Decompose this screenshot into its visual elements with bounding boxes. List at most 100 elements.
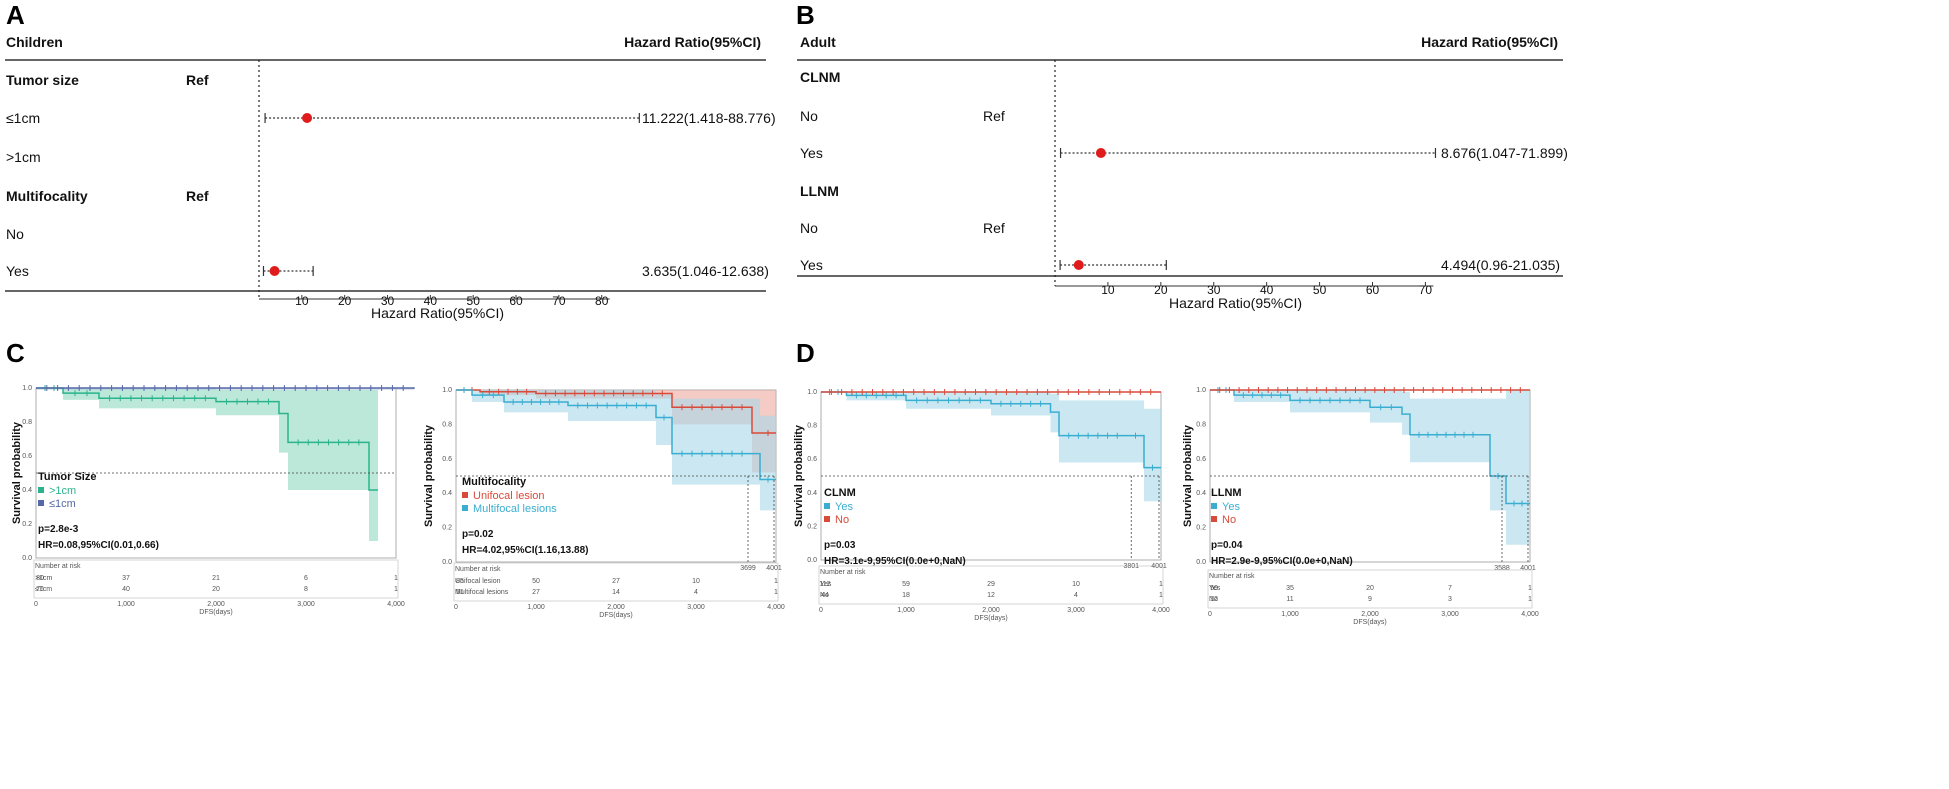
- panel-label-b: B: [796, 0, 815, 30]
- km-y-tick-label: 1.0: [1196, 387, 1206, 394]
- km-risk-count: 51: [456, 589, 464, 596]
- forest-x-tick-label: 30: [1207, 283, 1221, 297]
- km-risk-count: 27: [532, 589, 540, 596]
- km-risk-count: 12: [987, 592, 995, 599]
- forest-header-right: Hazard Ratio(95%CI): [1421, 34, 1558, 50]
- km-legend-title: Multifocality: [462, 476, 527, 488]
- km-p-value: p=0.04: [1211, 540, 1243, 551]
- km-legend-entry: Multifocal lesions: [473, 503, 557, 515]
- km-risk-count: 12: [1210, 596, 1218, 603]
- forest-row-label: ≤1cm: [6, 110, 40, 126]
- km-y-tick-label: 0.4: [22, 487, 32, 494]
- km-y-tick-label: 0.2: [1196, 525, 1206, 532]
- km-ci-band: [456, 390, 776, 511]
- km-risk-count: 80: [36, 575, 44, 582]
- km-y-tick-label: 0.8: [442, 421, 452, 428]
- km-p-value: p=2.8e-3: [38, 524, 79, 535]
- km-median-label: 3588: [1494, 565, 1510, 572]
- forest-row-label: No: [800, 108, 818, 124]
- km-median-label: 4001: [766, 565, 782, 572]
- km-x-axis-title: DFS(days): [599, 612, 632, 619]
- forest-row-label: LLNM: [800, 183, 839, 199]
- km-plot-2: 3801 4001 0.0 0.2 0.4 0.6 0.8 1.0 Survival proba…: [793, 389, 1170, 622]
- km-y-axis-title: Survival probability: [11, 421, 23, 524]
- km-x-tick-label: 1,000: [897, 607, 915, 614]
- forest-x-tick-label: 20: [338, 294, 352, 308]
- km-y-axis-title: Survival probability: [423, 424, 435, 527]
- km-risk-count: 1: [1159, 581, 1163, 588]
- km-y-tick-label: 0.2: [807, 523, 817, 530]
- forest-x-tick-label: 30: [381, 294, 395, 308]
- forest-point-estimate: [1095, 148, 1106, 158]
- km-legend-swatch: [38, 487, 44, 493]
- km-legend-entry: >1cm: [49, 485, 76, 497]
- panel-label-d: D: [796, 338, 815, 368]
- km-risk-count: 14: [612, 589, 620, 596]
- km-survival-curve: [36, 387, 415, 389]
- km-plot-0: 0.0 0.2 0.4 0.6 0.8 1.0 Survival probability Tu…: [11, 385, 415, 616]
- km-risk-count: 40: [122, 586, 130, 593]
- forest-row-label: Multifocality: [6, 188, 88, 204]
- km-risk-count: 1: [394, 586, 398, 593]
- km-legend-swatch: [462, 505, 468, 511]
- km-risk-row-label: Multifocal lesions: [455, 589, 509, 596]
- km-risk-count: 112: [819, 581, 830, 588]
- km-survival-curve: [456, 389, 776, 434]
- km-legend-entry: No: [835, 514, 849, 526]
- km-legend-swatch: [462, 492, 468, 498]
- km-risk-count: 1: [774, 589, 778, 596]
- km-y-tick-label: 1.0: [22, 385, 32, 392]
- panel-label-c: C: [6, 338, 25, 368]
- km-risk-count: 20: [212, 586, 220, 593]
- forest-x-tick-label: 40: [1260, 283, 1274, 297]
- km-x-tick-label: 4,000: [387, 601, 405, 608]
- km-legend-title: CLNM: [824, 487, 856, 499]
- forest-x-tick-label: 60: [1366, 283, 1380, 297]
- km-x-tick-label: 0: [819, 607, 823, 614]
- km-legend-title: LLNM: [1211, 487, 1242, 499]
- forest-row-label: No: [800, 220, 818, 236]
- forest-ref-label: Ref: [186, 72, 209, 88]
- km-risk-count: 7: [1448, 585, 1452, 592]
- km-risk-count: 1: [1159, 592, 1163, 599]
- km-y-tick-label: 1.0: [442, 387, 452, 394]
- forest-row-label: CLNM: [800, 69, 840, 85]
- km-x-tick-label: 1,000: [527, 604, 545, 611]
- forest-x-tick-label: 50: [467, 294, 481, 308]
- forest-row-label: Yes: [6, 263, 29, 279]
- km-y-tick-label: 0.0: [442, 559, 452, 566]
- km-y-tick-label: 1.0: [807, 389, 817, 396]
- km-y-tick-label: 0.2: [442, 525, 452, 532]
- km-y-tick-label: 0.6: [442, 456, 452, 463]
- km-median-label: 4001: [1520, 565, 1536, 572]
- forest-x-tick-label: 50: [1313, 283, 1327, 297]
- forest-hr-text: 11.222(1.418-88.776): [642, 110, 776, 126]
- forest-hr-text: 3.635(1.046-12.638): [642, 263, 769, 279]
- panel-label-a: A: [6, 0, 25, 30]
- forest-hr-text: 4.494(0.96-21.035): [1441, 257, 1560, 273]
- km-risk-row-label: Yes: [820, 581, 832, 588]
- km-legend-entry: No: [1222, 514, 1236, 526]
- forest-x-tick-label: 70: [1419, 283, 1433, 297]
- km-hr-value: HR=4.02,95%CI(1.16,13.88): [462, 545, 588, 556]
- km-risk-table-frame: [1207, 569, 1533, 609]
- km-legend-swatch: [1211, 516, 1217, 522]
- km-hr-value: HR=0.08,95%CI(0.01,0.66): [38, 540, 159, 551]
- km-x-tick-label: 0: [34, 601, 38, 608]
- km-y-tick-label: 0.4: [442, 490, 452, 497]
- forest-x-tick-label: 80: [595, 294, 609, 308]
- km-risk-count: 1: [774, 578, 778, 585]
- km-risk-count: 21: [212, 575, 220, 582]
- km-risk-table-frame: [818, 565, 1164, 605]
- km-risk-count: 50: [532, 578, 540, 585]
- km-y-tick-label: 0.2: [22, 521, 32, 528]
- km-risk-count: 85: [456, 578, 464, 585]
- km-y-tick-label: 0.0: [807, 557, 817, 564]
- forest-ref-label: Ref: [983, 220, 1005, 236]
- km-x-tick-label: 3,000: [1441, 611, 1459, 618]
- km-p-value: p=0.03: [824, 540, 856, 551]
- forest-x-tick-label: 20: [1154, 283, 1168, 297]
- km-legend-entry: Yes: [1222, 501, 1240, 513]
- km-risk-count: 76: [36, 586, 44, 593]
